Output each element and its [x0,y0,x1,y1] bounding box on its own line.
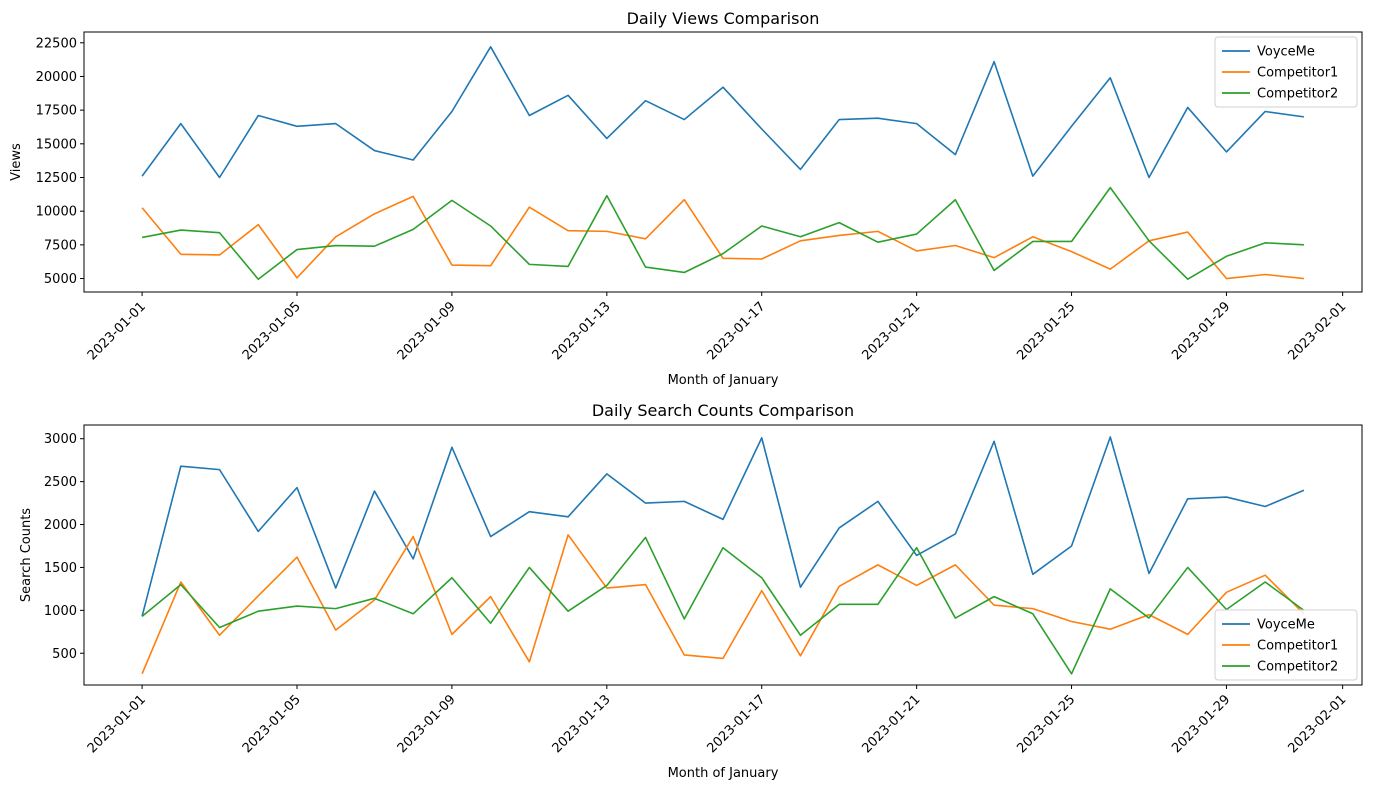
y-tick-label: 3000 [44,432,77,447]
legend-label-competitor2: Competitor2 [1257,660,1338,675]
y-tick-label: 20000 [36,70,77,85]
series-line-competitor1 [141,534,1305,675]
legend-label-competitor2: Competitor2 [1257,87,1338,102]
y-axis-title: Views [9,143,24,181]
y-tick-label: 2500 [44,475,77,490]
y-tick-label: 12500 [36,171,77,186]
y-tick-label: 17500 [36,104,77,119]
y-tick-label: 15000 [36,137,77,152]
series-layer [141,46,1305,281]
legend: VoyceMe Competitor1 Competitor2 [1214,36,1358,108]
y-tick-label: 500 [52,647,77,662]
y-tick-label: 22500 [36,36,77,51]
y-tick-label: 10000 [36,205,77,220]
y-axis-title: Search Counts [19,508,34,602]
y-axis-ticks: 500 1000 1500 2000 2500 3000 [44,432,84,662]
legend-label-voyceme: VoyceMe [1257,618,1315,633]
legend-label-voyceme: VoyceMe [1257,45,1315,60]
chart-title: Daily Search Counts Comparison [592,401,854,420]
series-line-competitor2 [141,186,1304,281]
legend-label-competitor1: Competitor1 [1257,639,1338,654]
series-line-competitor2 [141,536,1305,675]
legend: VoyceMe Competitor1 Competitor2 [1214,609,1358,681]
y-axis-ticks: 5000 7500 10000 12500 15000 17500 20000 22500 [36,36,84,287]
chart-title: Daily Views Comparison [627,9,820,28]
x-axis-title: Month of January [668,373,779,388]
series-line-voyceme [141,46,1305,179]
legend-box [1214,36,1358,108]
legend-label-competitor1: Competitor1 [1257,66,1338,81]
legend-box [1214,609,1358,681]
y-tick-label: 2000 [44,518,77,533]
y-tick-label: 1000 [44,604,77,619]
plot-area-frame [83,424,1363,686]
y-tick-label: 5000 [44,272,77,287]
series-line-voyceme [141,436,1305,617]
x-axis-title: Month of January [668,766,779,781]
y-tick-label: 1500 [44,561,77,576]
series-layer [141,436,1305,675]
plot-area-frame [83,31,1363,293]
y-tick-label: 7500 [44,238,77,253]
series-line-competitor1 [141,195,1304,280]
